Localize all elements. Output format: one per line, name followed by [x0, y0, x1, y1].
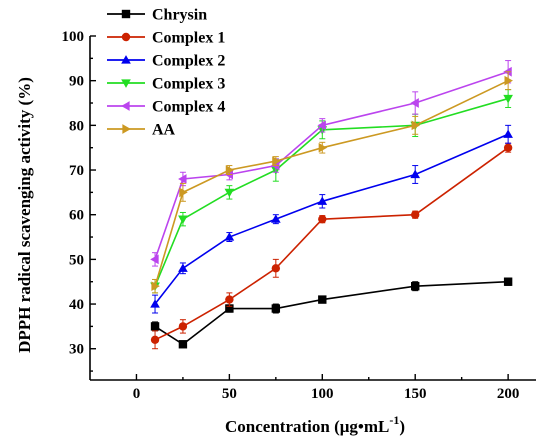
data-point-complex-4: [150, 254, 159, 265]
data-point-chrysin: [271, 304, 281, 313]
data-point-chrysin: [318, 295, 327, 304]
data-point-chrysin: [178, 340, 188, 349]
legend-label-aa: AA: [152, 122, 176, 139]
data-point-complex-1: [178, 322, 188, 331]
y-tick-label: 80: [69, 118, 84, 134]
data-point-chrysin: [150, 322, 160, 331]
y-tick-label: 40: [69, 297, 84, 313]
legend-marker-complex-2: [121, 55, 131, 64]
y-tick-label: 70: [69, 163, 84, 179]
data-point-aa: [151, 281, 160, 292]
x-tick-label: 100: [311, 386, 334, 402]
y-tick-label: 30: [69, 342, 84, 358]
x-axis-title-main: Concentration (μg•mL: [225, 417, 389, 436]
data-point-chrysin: [411, 281, 420, 291]
series-line-chrysin: [154, 280, 509, 346]
data-point-complex-1: [318, 214, 327, 224]
data-point-complex-1: [271, 264, 281, 273]
data-point-complex-1: [225, 295, 234, 304]
data-point-aa: [272, 156, 281, 166]
data-point-complex-3: [178, 215, 188, 224]
y-tick-label: 60: [69, 208, 84, 224]
y-tick-label: 50: [69, 252, 84, 268]
legend-label-chrysin: Chrysin: [152, 7, 207, 24]
legend-marker-complex-3: [121, 79, 131, 88]
x-axis-title-superscript: -1: [389, 413, 399, 427]
plot-area: 30 40 50 60 70 80 90 100 0 50 100 150 200: [62, 29, 536, 402]
legend-label-complex-3: Complex 3: [152, 76, 225, 93]
legend-label-complex-1: Complex 1: [152, 30, 225, 47]
legend: Chrysin Complex 1 Complex 2 Complex 3 Comple…: [107, 7, 225, 139]
legend-marker-aa: [122, 124, 131, 134]
data-point-complex-4: [410, 98, 419, 108]
data-point-complex-2: [410, 169, 421, 179]
data-point-aa: [225, 165, 235, 175]
y-tick-label: 90: [69, 74, 84, 90]
data-point-aa: [411, 120, 421, 131]
legend-label-complex-4: Complex 4: [152, 99, 225, 116]
data-point-aa: [504, 75, 513, 86]
data-point-complex-2: [178, 263, 188, 272]
data-point-aa: [179, 187, 188, 198]
data-point-aa: [318, 142, 328, 153]
x-axis-title-close: ): [399, 417, 405, 436]
data-point-complex-1: [503, 143, 513, 152]
data-point-complex-2: [150, 299, 160, 308]
data-point-complex-4: [178, 174, 187, 184]
x-tick-label: 150: [404, 386, 427, 402]
data-point-complex-3: [503, 94, 513, 104]
data-point-complex-2: [271, 214, 281, 223]
legend-label-complex-2: Complex 2: [152, 53, 225, 70]
series-line-complex-3: [154, 97, 509, 287]
data-point-complex-1: [150, 335, 160, 344]
data-point-complex-4: [317, 120, 326, 131]
x-tick-label: 0: [133, 386, 141, 402]
y-axis-title: DPPH radical scavenging activity (%): [15, 77, 34, 353]
data-point-complex-2: [317, 196, 328, 205]
data-point-complex-3: [224, 188, 235, 198]
x-tick-label: 50: [222, 386, 237, 402]
x-tick-label: 200: [497, 386, 520, 402]
data-point-complex-2: [503, 129, 513, 138]
data-point-chrysin: [503, 277, 513, 286]
x-axis-title: Concentration (μg•mL-1): [225, 413, 405, 436]
data-point-complex-1: [411, 210, 420, 219]
legend-marker-complex-4: [121, 101, 130, 111]
data-point-complex-2: [224, 232, 235, 241]
y-tick-label: 100: [62, 29, 85, 45]
legend-marker-chrysin: [121, 9, 131, 19]
legend-marker-complex-1: [121, 32, 131, 42]
data-point-chrysin: [225, 304, 234, 313]
